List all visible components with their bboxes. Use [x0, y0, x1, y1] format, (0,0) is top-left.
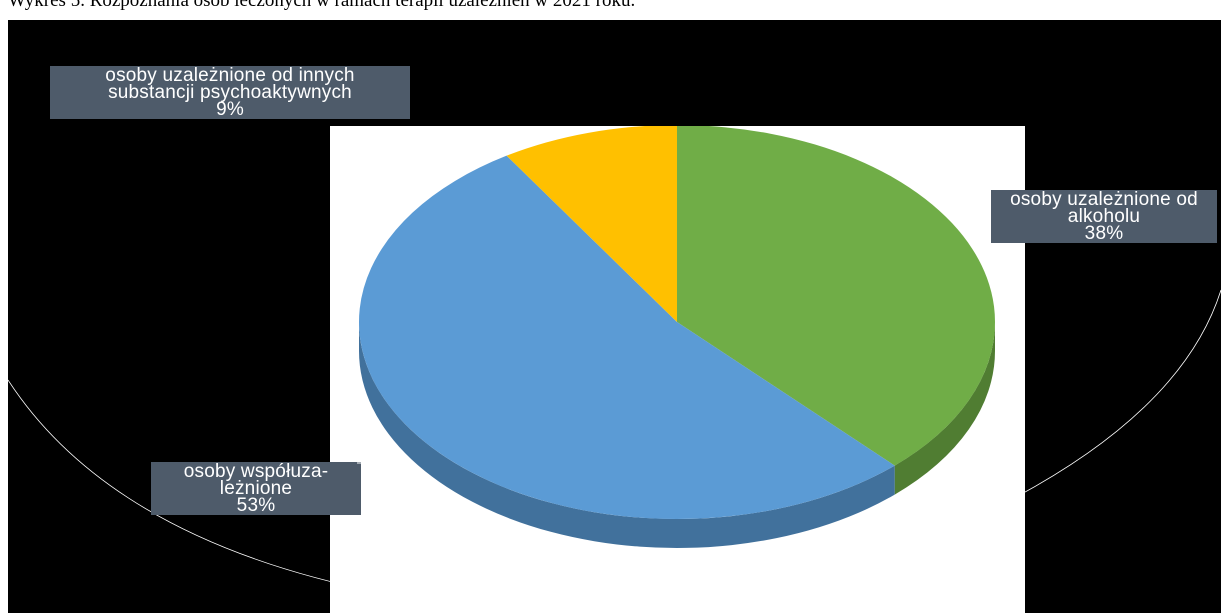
data-label-alcohol: osoby uzależnione od alkoholu 38%	[991, 190, 1217, 243]
chart-area: osoby uzależnione od alkoholu 38% osoby …	[8, 20, 1221, 613]
label-percent: 53%	[236, 495, 276, 516]
pie-chart	[358, 126, 995, 548]
label-percent: 38%	[1084, 223, 1124, 244]
pie-slice	[677, 126, 995, 466]
label-percent: 9%	[216, 99, 244, 120]
label-line: alkoholu	[1067, 206, 1141, 227]
chart-caption: Wykres 5. Rozpoznania osób leczonych w r…	[8, 0, 636, 11]
label-line: substancji psychoaktywnych	[108, 82, 352, 103]
plot-area	[330, 126, 1025, 613]
label-line: osoby uzależnione od innych	[105, 65, 355, 86]
data-label-codependent: osoby współuza- leżnione 53%	[151, 462, 361, 515]
pie-slice-side	[359, 322, 895, 548]
pie-slice	[506, 126, 677, 322]
pie-slice-side	[894, 322, 995, 495]
label-line: osoby uzależnione od	[1010, 189, 1198, 210]
data-label-other-substances: osoby uzależnione od innych substancji p…	[50, 66, 410, 119]
label-line: osoby współuza-	[183, 461, 329, 482]
pie-slice	[358, 155, 895, 519]
label-line: leżnione	[219, 478, 293, 499]
